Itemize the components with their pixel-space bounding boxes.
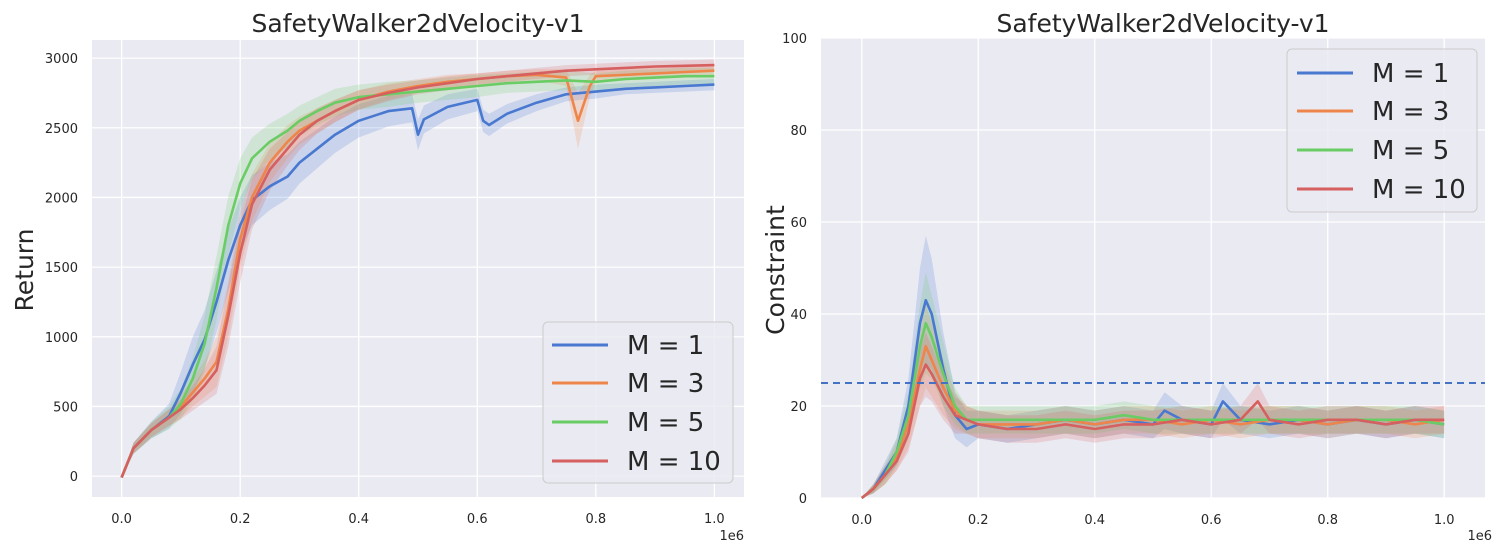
return-chart-title: SafetyWalker2dVelocity-v1 [251, 9, 584, 38]
constraint-x-tick-label: 0.4 [1084, 513, 1105, 528]
return-legend: M = 1 M = 3 M = 5 M = 10 [542, 321, 734, 484]
return-legend-label-m10: M = 10 [627, 447, 721, 477]
return-chart: SafetyWalker2dVelocity-v1 0.0 0.2 0.4 0.6 0.… [10, 9, 744, 544]
constraint-bands [861, 235, 1445, 499]
constraint-y-tick-label: 40 [790, 308, 807, 323]
constraint-x-tick-label: 0.6 [1201, 513, 1222, 528]
return-line-m1 [120, 83, 715, 478]
return-y-label: Return [10, 229, 39, 312]
constraint-band-m10 [861, 332, 1445, 498]
return-legend-label-m5: M = 5 [627, 408, 704, 438]
constraint-legend-label-m3: M = 3 [1372, 97, 1449, 127]
return-lines [120, 63, 715, 478]
constraint-x-exponent: 1e6 [1467, 529, 1492, 544]
return-y-ticks: 0 500 1000 1500 2000 2500 3000 [45, 52, 78, 485]
return-y-tick-label: 3000 [45, 52, 78, 67]
constraint-x-tick-label: 1.0 [1434, 513, 1455, 528]
return-y-tick-label: 0 [70, 470, 78, 485]
constraint-line-m5 [860, 321, 1445, 500]
constraint-x-tick-label: 0.0 [851, 513, 872, 528]
constraint-legend-label-m5: M = 5 [1372, 136, 1449, 166]
return-y-tick-label: 500 [53, 400, 78, 415]
return-y-tick-label: 1000 [45, 331, 78, 346]
return-x-ticks: 0.0 0.2 0.4 0.6 0.8 1.0 [111, 512, 724, 527]
return-x-exponent: 1e6 [719, 529, 744, 544]
return-x-tick-label: 0.8 [585, 512, 606, 527]
constraint-y-tick-label: 80 [790, 124, 807, 139]
constraint-x-tick-label: 0.8 [1317, 513, 1338, 528]
return-y-tick-label: 1500 [45, 261, 78, 276]
return-x-tick-label: 1.0 [704, 512, 725, 527]
constraint-lines [860, 298, 1445, 500]
constraint-y-tick-label: 20 [790, 400, 807, 415]
constraint-x-tick-label: 0.2 [968, 513, 989, 528]
constraint-y-tick-label: 0 [799, 492, 807, 507]
return-y-tick-label: 2500 [45, 122, 78, 137]
return-legend-box [542, 321, 734, 484]
constraint-chart: SafetyWalker2dVelocity-v1 0.0 0.2 0.4 0.6 0.… [761, 9, 1492, 544]
return-grid [92, 40, 744, 497]
return-y-tick-label: 2000 [45, 191, 78, 206]
return-line-m5 [120, 74, 715, 478]
constraint-y-label: Constraint [761, 205, 790, 335]
constraint-y-tick-label: 60 [790, 216, 807, 231]
return-x-tick-label: 0.0 [111, 512, 132, 527]
return-x-tick-label: 0.2 [230, 512, 251, 527]
constraint-x-ticks: 0.0 0.2 0.4 0.6 0.8 1.0 [851, 513, 1454, 528]
constraint-y-tick-label: 100 [782, 32, 807, 47]
constraint-line-m10 [860, 363, 1445, 500]
constraint-y-ticks: 0 20 40 60 80 100 [782, 32, 807, 507]
return-band-m1 [121, 79, 715, 478]
return-legend-label-m1: M = 1 [627, 331, 704, 361]
constraint-legend: M = 1 M = 3 M = 5 M = 10 [1286, 48, 1478, 213]
return-line-m10 [120, 63, 715, 478]
constraint-legend-label-m10: M = 10 [1372, 175, 1466, 205]
return-x-tick-label: 0.6 [467, 512, 488, 527]
constraint-legend-box [1286, 48, 1478, 213]
return-x-tick-label: 0.4 [348, 512, 369, 527]
constraint-chart-title: SafetyWalker2dVelocity-v1 [996, 9, 1329, 38]
return-legend-label-m3: M = 3 [627, 369, 704, 399]
constraint-band-m1 [861, 235, 1445, 499]
constraint-legend-label-m1: M = 1 [1372, 59, 1449, 89]
